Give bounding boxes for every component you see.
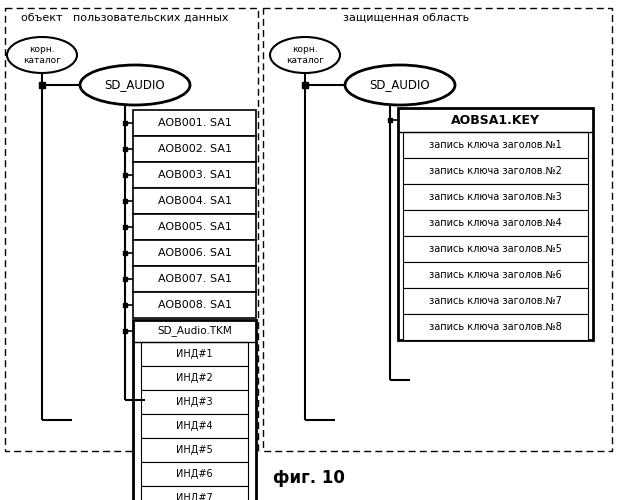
Ellipse shape	[80, 65, 190, 105]
Text: запись ключа заголов.№5: запись ключа заголов.№5	[429, 244, 562, 254]
Text: запись ключа заголов.№3: запись ключа заголов.№3	[429, 192, 562, 202]
Bar	[133, 110, 256, 136]
Bar	[403, 210, 588, 236]
Text: ИНД#4: ИНД#4	[176, 421, 213, 431]
Text: ИНД#5: ИНД#5	[176, 445, 213, 455]
Bar	[403, 132, 588, 158]
Bar	[403, 236, 588, 262]
Bar	[141, 414, 248, 438]
Text: запись ключа заголов.№6: запись ключа заголов.№6	[429, 270, 562, 280]
Text: AOB008. SA1: AOB008. SA1	[157, 300, 231, 310]
Bar	[133, 188, 256, 214]
Ellipse shape	[345, 65, 455, 105]
Bar	[133, 136, 256, 162]
Text: запись ключа заголов.№1: запись ключа заголов.№1	[429, 140, 562, 150]
Text: AOB006. SA1: AOB006. SA1	[157, 248, 231, 258]
Text: SD_AUDIO: SD_AUDIO	[370, 78, 430, 92]
Ellipse shape	[7, 37, 77, 73]
Text: AOB001. SA1: AOB001. SA1	[157, 118, 231, 128]
Text: AOB003. SA1: AOB003. SA1	[157, 170, 231, 180]
Text: ИНД#2: ИНД#2	[176, 373, 213, 383]
Text: AOB002. SA1: AOB002. SA1	[157, 144, 231, 154]
Text: AOBSA1.KEY: AOBSA1.KEY	[451, 114, 540, 126]
Bar	[133, 266, 256, 292]
Bar	[141, 342, 248, 366]
Text: AOB005. SA1: AOB005. SA1	[157, 222, 231, 232]
Text: ИНД#6: ИНД#6	[176, 469, 213, 479]
Bar	[403, 288, 588, 314]
Bar	[133, 292, 256, 318]
Text: корн.
каталог: корн. каталог	[23, 46, 61, 64]
Bar	[133, 162, 256, 188]
Text: SD_Audio.TKM: SD_Audio.TKM	[157, 326, 232, 336]
Text: запись ключа заголов.№2: запись ключа заголов.№2	[429, 166, 562, 176]
Bar	[133, 240, 256, 266]
Bar	[141, 486, 248, 500]
Text: ИНД#7: ИНД#7	[176, 493, 213, 500]
Text: запись ключа заголов.№7: запись ключа заголов.№7	[429, 296, 562, 306]
Bar	[403, 158, 588, 184]
Bar	[133, 320, 256, 500]
Bar	[398, 108, 593, 340]
Bar	[141, 366, 248, 390]
Text: AOB004. SA1: AOB004. SA1	[157, 196, 231, 206]
Bar	[403, 262, 588, 288]
Bar	[403, 184, 588, 210]
Bar	[133, 214, 256, 240]
Text: защищенная область: защищенная область	[343, 13, 469, 23]
Bar	[141, 390, 248, 414]
Bar	[141, 438, 248, 462]
Text: AOB007. SA1: AOB007. SA1	[157, 274, 231, 284]
Ellipse shape	[270, 37, 340, 73]
Text: объект   пользовательских данных: объект пользовательских данных	[21, 13, 229, 23]
Text: корн.
каталог: корн. каталог	[286, 46, 324, 64]
Text: запись ключа заголов.№8: запись ключа заголов.№8	[429, 322, 562, 332]
Text: ИНД#3: ИНД#3	[176, 397, 213, 407]
Text: SD_AUDIO: SD_AUDIO	[105, 78, 165, 92]
Bar	[141, 462, 248, 486]
Bar	[403, 314, 588, 340]
Text: фиг. 10: фиг. 10	[273, 469, 344, 487]
Text: запись ключа заголов.№4: запись ключа заголов.№4	[429, 218, 562, 228]
Text: ИНД#1: ИНД#1	[176, 349, 213, 359]
